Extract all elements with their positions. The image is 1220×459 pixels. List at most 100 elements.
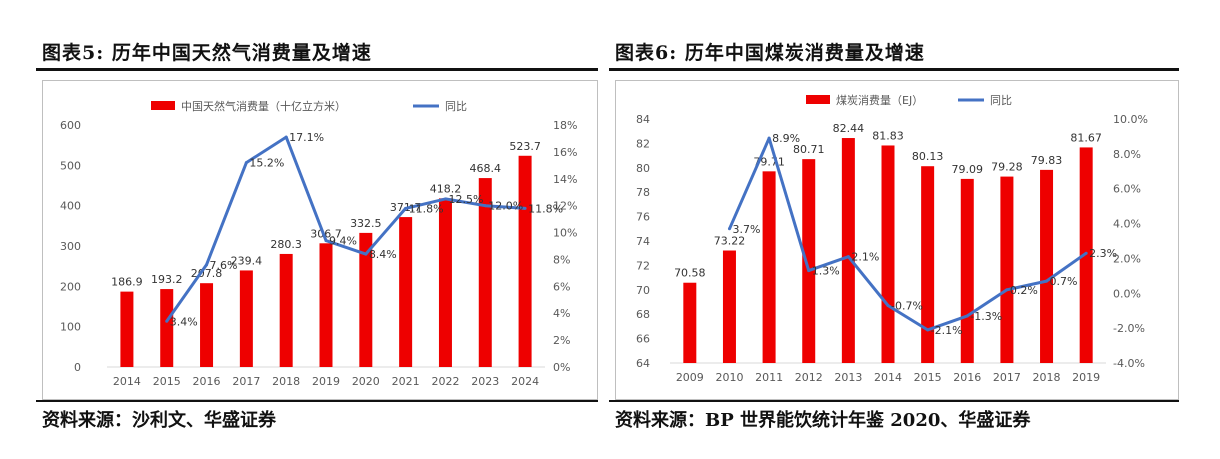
line-value-label: 12.5% xyxy=(448,193,483,206)
coal-figure: 图表6: 历年中国煤炭消费量及增速 64 66 68 70 72 74 76 78 80 82 84… xyxy=(609,0,1179,459)
source-note: 资料来源：BP 世界能饮统计年鉴 2020、华盛证券 xyxy=(615,410,1031,431)
y2-tick-label: 4.0% xyxy=(1113,218,1141,231)
y-tick-label: 0 xyxy=(74,361,81,374)
line-value-label: 9.4% xyxy=(329,235,357,248)
bar-value-label: 80.13 xyxy=(912,150,944,163)
bar xyxy=(841,138,855,363)
y2-tick-label: 14% xyxy=(553,173,577,186)
line-point xyxy=(807,269,811,273)
series-line-yoy xyxy=(165,135,526,323)
y-tick-label: 74 xyxy=(636,235,650,248)
y2-tick-label: 6.0% xyxy=(1113,183,1141,196)
y-tick-label: 78 xyxy=(636,186,650,199)
bar-value-label: 82.44 xyxy=(833,122,865,135)
y2-tick-label: 10.0% xyxy=(1113,113,1148,126)
x-tick-label: 2016 xyxy=(193,375,221,388)
line-value-label: 17.1% xyxy=(289,131,324,144)
x-tick-label: 2019 xyxy=(1072,371,1100,384)
line-point xyxy=(165,319,169,323)
x-tick-label: 2015 xyxy=(153,375,181,388)
x-tick-label: 2018 xyxy=(272,375,300,388)
y2-tick-label: 10% xyxy=(553,227,577,240)
bar xyxy=(802,159,816,363)
y-tick-label: 68 xyxy=(636,308,650,321)
bar xyxy=(438,198,452,367)
y-tick-label: 100 xyxy=(60,321,81,334)
y2-tick-label: -4.0% xyxy=(1113,357,1145,370)
line-value-label: -2.1% xyxy=(931,324,963,337)
figure-title: 图表6: 历年中国煤炭消费量及增速 xyxy=(615,42,925,64)
bar-value-label: 523.7 xyxy=(509,140,541,153)
bar xyxy=(160,289,174,367)
x-tick-label: 2018 xyxy=(1033,371,1061,384)
bar xyxy=(762,171,776,363)
x-tick-label: 2015 xyxy=(914,371,942,384)
bar xyxy=(518,155,532,367)
bar-value-label: 79.28 xyxy=(991,161,1023,174)
y2-tick-label: 12% xyxy=(553,200,577,213)
legend-label-line: 同比 xyxy=(445,100,467,113)
y2-tick-label: 2.0% xyxy=(1113,252,1141,265)
bar-value-label: 186.9 xyxy=(111,276,143,289)
coal-chart: 64 66 68 70 72 74 76 78 80 82 84 -4.0% -2.0% 0.0% 2.0%… xyxy=(615,80,1179,400)
y2-tick-label: 0% xyxy=(553,361,570,374)
bar xyxy=(960,178,974,363)
x-tick-label: 2021 xyxy=(392,375,420,388)
legend-swatch-bar xyxy=(806,95,830,104)
y2-tick-label: -2.0% xyxy=(1113,322,1145,335)
bar-value-label: 79.09 xyxy=(952,163,984,176)
x-tick-label: 2017 xyxy=(232,375,260,388)
line-point xyxy=(404,206,408,210)
line-point xyxy=(244,161,248,165)
line-point xyxy=(846,255,850,259)
bar xyxy=(683,282,697,363)
line-point xyxy=(523,206,527,210)
source-rule xyxy=(36,400,598,402)
legend-label-bar: 中国天然气消费量（十亿立方米） xyxy=(181,99,346,113)
title-rule xyxy=(609,68,1179,71)
legend-label-bar: 煤炭消费量（EJ） xyxy=(836,93,923,107)
bar xyxy=(319,243,333,367)
y-tick-label: 80 xyxy=(636,162,650,175)
line-value-label: 12.0% xyxy=(488,200,523,213)
y-tick-label: 70 xyxy=(636,284,650,297)
title-rule xyxy=(36,68,598,71)
line-point xyxy=(364,252,368,256)
bar xyxy=(359,232,373,367)
line-value-label: 8.9% xyxy=(772,132,800,145)
bar xyxy=(399,217,413,367)
bar xyxy=(1040,169,1054,363)
bar xyxy=(921,166,935,363)
source-rule xyxy=(609,400,1179,402)
line-value-label: -0.7% xyxy=(891,299,923,312)
line-value-label: 3.4% xyxy=(170,315,198,328)
natural-gas-figure: 图表5: 历年中国天然气消费量及增速 0 100 200 300 400 500 600 0%… xyxy=(36,0,598,459)
bar xyxy=(478,178,492,367)
coal-chart-svg: 64 66 68 70 72 74 76 78 80 82 84 -4.0% -2.0% 0.0% 2.0%… xyxy=(636,93,1148,384)
y-tick-label: 500 xyxy=(60,159,81,172)
bar xyxy=(120,291,134,367)
bar xyxy=(1000,176,1014,363)
line-value-label: -1.3% xyxy=(970,310,1002,323)
x-tick-label: 2013 xyxy=(834,371,862,384)
x-tick-label: 2017 xyxy=(993,371,1021,384)
x-tick-label: 2022 xyxy=(431,375,459,388)
bar xyxy=(881,145,895,363)
x-tick-label: 2010 xyxy=(715,371,743,384)
figure-title: 图表5: 历年中国天然气消费量及增速 xyxy=(42,42,372,64)
y-tick-label: 72 xyxy=(636,259,650,272)
line-point xyxy=(886,303,890,307)
line-value-label: 11.8% xyxy=(528,202,563,215)
bar-value-label: 332.5 xyxy=(350,217,382,230)
bar-value-label: 468.4 xyxy=(470,162,502,175)
y2-tick-label: 6% xyxy=(553,280,570,293)
x-tick-label: 2016 xyxy=(953,371,981,384)
y2-tick-label: 0.0% xyxy=(1113,287,1141,300)
line-point xyxy=(324,239,328,243)
bar-value-label: 81.83 xyxy=(872,129,904,142)
line-point xyxy=(284,135,288,139)
y-tick-label: 600 xyxy=(60,119,81,132)
source-note: 资料来源：沙利文、华盛证券 xyxy=(42,410,276,431)
x-tick-label: 2009 xyxy=(676,371,704,384)
line-value-label: 2.1% xyxy=(851,251,879,264)
